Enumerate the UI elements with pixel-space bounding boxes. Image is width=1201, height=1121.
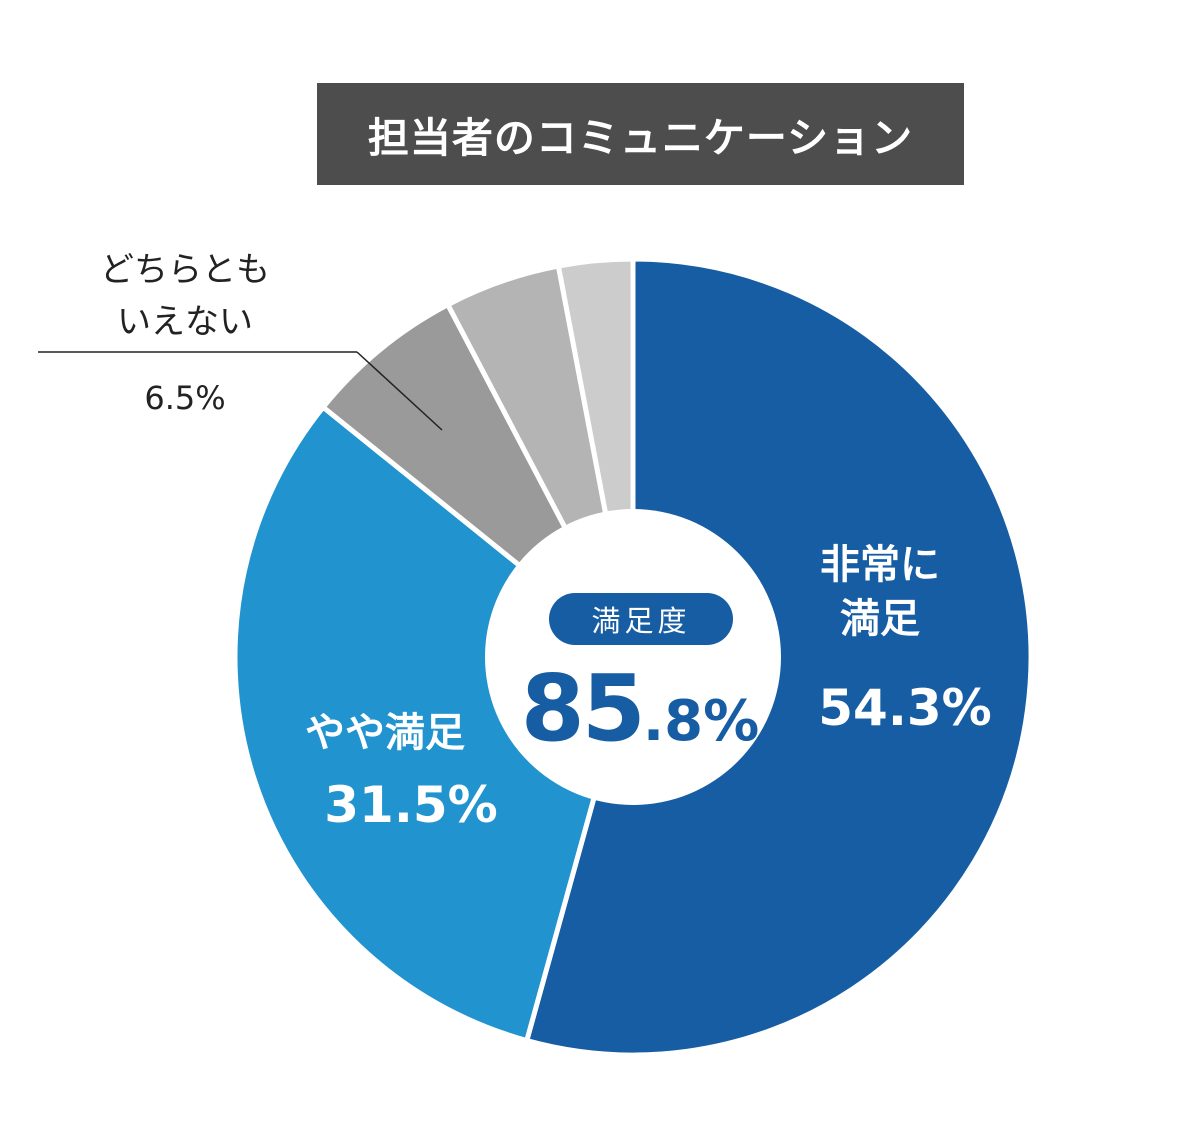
donut-hole xyxy=(485,509,781,805)
center-value-int: 85 xyxy=(520,655,646,762)
somewhat-satisfied-value: 31.5% xyxy=(324,776,498,834)
slice-somewhat-satisfied xyxy=(232,404,636,1044)
very-satisfied-label-line1: 非常に xyxy=(820,542,940,588)
very-satisfied-label: 非常に 満足 xyxy=(780,538,980,646)
chart-title: 担当者のコミュニケーション xyxy=(367,114,914,162)
center-value-dec: .8% xyxy=(642,689,760,754)
somewhat-satisfied-label-wrap: やや満足 xyxy=(270,706,500,760)
very-satisfied-label-line2: 満足 xyxy=(840,596,920,642)
center-value: 85.8% xyxy=(480,655,800,762)
neutral-label-line2: いえない xyxy=(117,302,253,342)
somewhat-satisfied-value-wrap: 31.5% xyxy=(296,775,526,835)
very-satisfied-value-wrap: 54.3% xyxy=(790,678,1020,738)
chart-title-box: 担当者のコミュニケーション xyxy=(317,83,964,185)
neutral-label-line1: どちらとも xyxy=(100,250,270,290)
neutral-value: 6.5% xyxy=(144,379,226,417)
very-satisfied-value: 54.3% xyxy=(818,679,992,737)
neutral-leader-line-diagonal xyxy=(356,351,443,431)
center-label: 満足度 xyxy=(591,604,691,638)
somewhat-satisfied-label: やや満足 xyxy=(305,710,465,756)
center-label-badge: 満足度 xyxy=(549,593,733,645)
